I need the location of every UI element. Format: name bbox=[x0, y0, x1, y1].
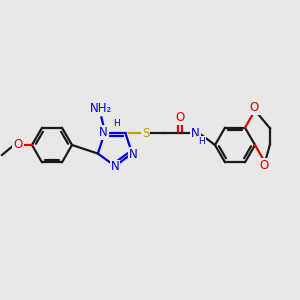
Text: O: O bbox=[175, 111, 184, 124]
Text: O: O bbox=[249, 101, 259, 114]
Text: H: H bbox=[198, 137, 205, 146]
Text: N: N bbox=[99, 126, 108, 139]
Text: N: N bbox=[191, 127, 200, 140]
Text: O: O bbox=[260, 159, 268, 172]
Text: O: O bbox=[14, 139, 22, 152]
Text: NH₂: NH₂ bbox=[90, 102, 112, 115]
Text: S: S bbox=[142, 127, 149, 140]
Text: N: N bbox=[111, 160, 119, 173]
Text: N: N bbox=[129, 148, 137, 161]
Text: H: H bbox=[113, 119, 120, 128]
